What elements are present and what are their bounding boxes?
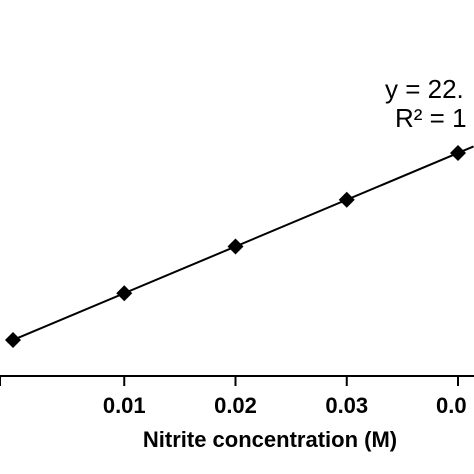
data-point — [227, 238, 244, 255]
r-squared-annotation: R² = 1 — [395, 103, 467, 133]
x-axis-title: Nitrite concentration (M) — [143, 427, 397, 452]
x-tick-label: 0.02 — [214, 393, 257, 418]
x-tick-label: 0.0 — [436, 393, 467, 418]
x-ticks: 0.01 0.02 0.03 0.0 — [0, 376, 467, 418]
data-point — [5, 332, 21, 348]
data-point — [450, 145, 466, 161]
data-points — [5, 145, 466, 348]
data-point — [116, 285, 133, 302]
data-point — [338, 191, 355, 208]
x-tick-label: 0.01 — [103, 393, 146, 418]
x-tick-label: 0.03 — [325, 393, 368, 418]
equation-annotation: y = 22. — [385, 74, 464, 104]
